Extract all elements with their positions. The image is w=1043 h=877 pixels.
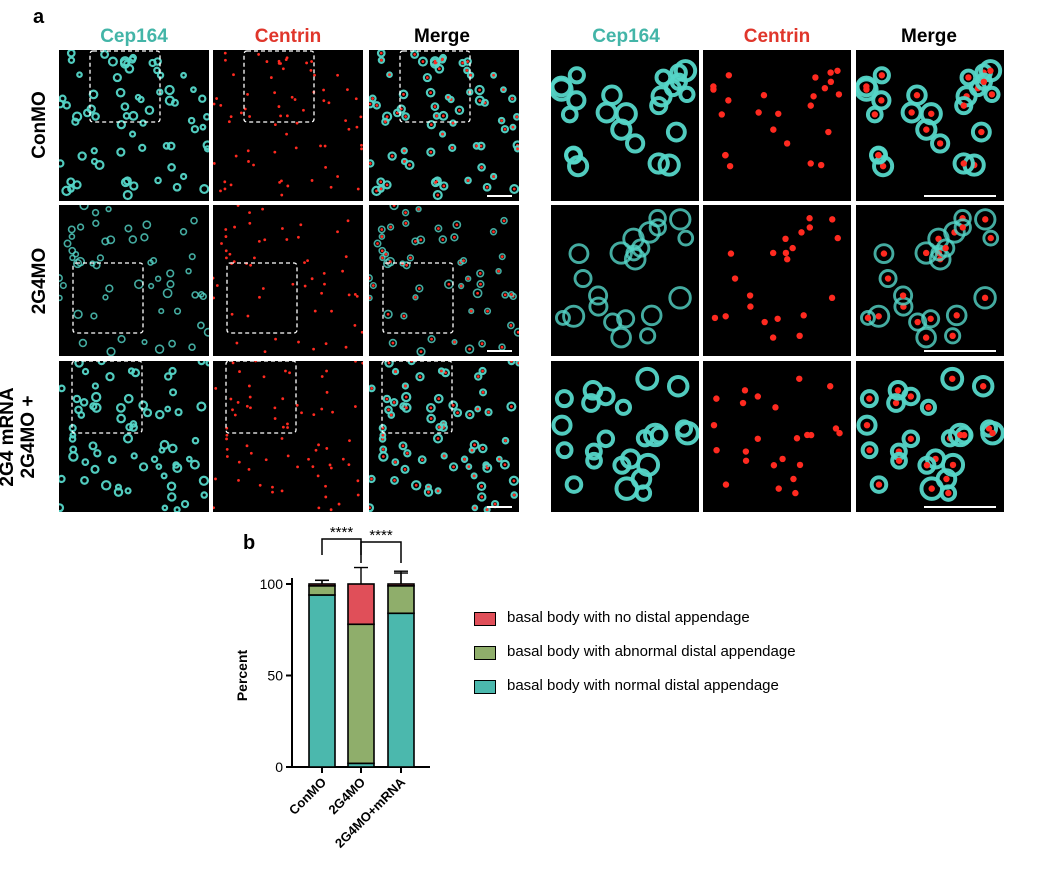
bar-1-2 <box>387 585 415 615</box>
micrograph-2g4mo-centrin <box>213 205 363 356</box>
micrograph-rescue-cep164 <box>59 361 209 512</box>
micrograph-conmo-merge-zoom <box>856 50 1004 201</box>
row-label-conmo: ConMO <box>29 91 50 159</box>
bar-0-2 <box>387 612 415 768</box>
bar-0-1 <box>347 762 375 768</box>
micrograph-conmo-merge <box>369 50 519 201</box>
col-header-merge-left: Merge <box>414 26 470 47</box>
y-tick-label: 100 <box>260 576 284 592</box>
significance-bracket <box>360 541 402 563</box>
micrograph-conmo-centrin <box>213 50 363 201</box>
micrograph-2g4mo-centrin-zoom <box>703 205 851 356</box>
y-tick-label: 50 <box>267 668 283 684</box>
bar-0-0 <box>308 594 336 768</box>
bar-1-0 <box>308 585 336 596</box>
micrograph-rescue-centrin-zoom <box>703 361 851 512</box>
y-tick-label: 0 <box>275 759 283 775</box>
x-tick-label: 2G4MO <box>325 775 368 818</box>
row-label-2g4-mrna: 2G4 mRNA <box>0 387 18 487</box>
micrograph-conmo-cep164 <box>59 50 209 201</box>
legend-swatch <box>474 646 496 660</box>
micrograph-2g4mo-cep164-zoom <box>551 205 699 356</box>
panel-b-letter: b <box>243 532 256 554</box>
significance-bracket <box>321 538 362 555</box>
micrograph-rescue-merge <box>369 361 519 512</box>
legend-swatch <box>474 680 496 694</box>
micrograph-conmo-cep164-zoom <box>551 50 699 201</box>
legend-label: basal body with normal distal appendage <box>507 677 779 694</box>
significance-label: **** <box>330 524 354 541</box>
significance-label: **** <box>369 527 393 544</box>
legend-swatch <box>474 612 496 626</box>
col-header-centrin-right: Centrin <box>743 26 811 47</box>
micrograph-2g4mo-merge-zoom <box>856 205 1004 356</box>
x-tick-label: ConMO <box>286 775 329 818</box>
bar-2-1 <box>347 583 375 626</box>
micrograph-rescue-centrin <box>213 361 363 512</box>
micrograph-2g4mo-cep164 <box>59 205 209 356</box>
row-label-2g4mo-plus: 2G4MO + <box>18 395 39 479</box>
legend-label: basal body with no distal appendage <box>507 609 750 626</box>
legend-label: basal body with abnormal distal appendag… <box>507 643 796 660</box>
bar-2-2 <box>387 583 415 587</box>
row-label-2g4mo: 2G4MO <box>29 247 50 315</box>
col-header-centrin-left: Centrin <box>254 26 322 47</box>
col-header-merge-right: Merge <box>901 26 957 47</box>
micrograph-2g4mo-merge <box>369 205 519 356</box>
micrograph-conmo-centrin-zoom <box>703 50 851 201</box>
col-header-cep164-right: Cep164 <box>592 26 660 47</box>
micrograph-rescue-merge-zoom <box>856 361 1004 512</box>
y-axis-label: Percent <box>234 649 250 701</box>
panel-a-letter: a <box>33 6 45 28</box>
bar-1-1 <box>347 623 375 765</box>
micrograph-rescue-cep164-zoom <box>551 361 699 512</box>
bar-2-0 <box>308 583 336 587</box>
col-header-cep164-left: Cep164 <box>100 26 168 47</box>
x-tick-label: 2G4MO+mRNA <box>332 774 409 851</box>
